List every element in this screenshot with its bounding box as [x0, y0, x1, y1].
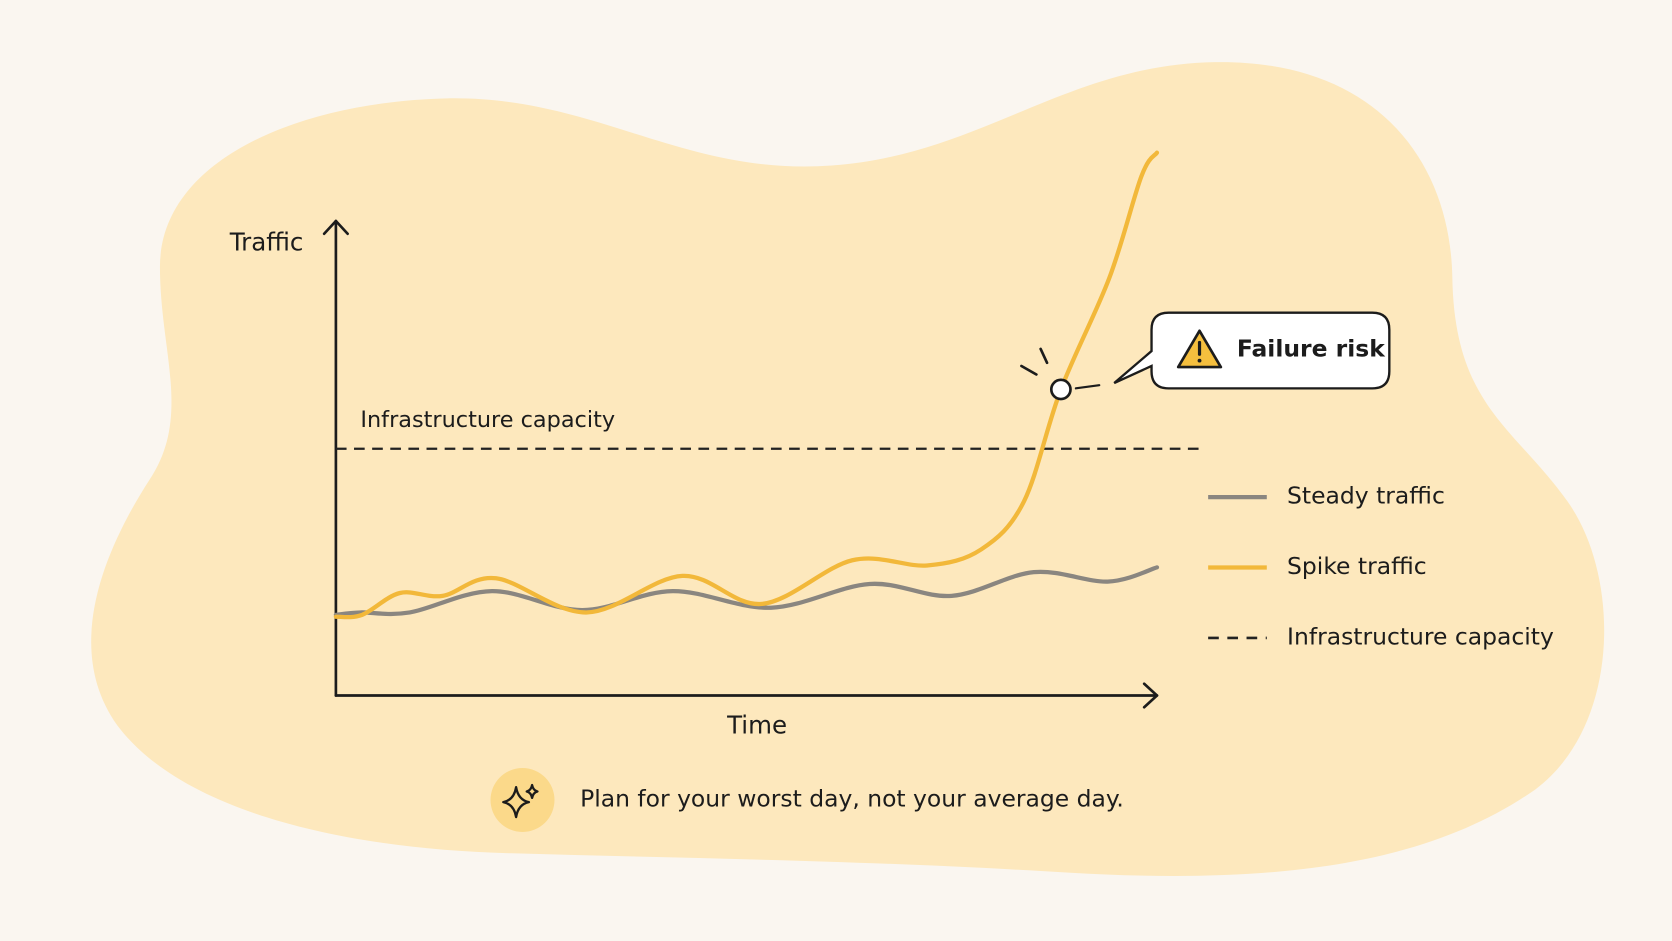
alert-tick — [1020, 364, 1038, 376]
plot — [333, 150, 1205, 620]
x-axis-arrow — [1142, 682, 1159, 709]
series-line — [333, 150, 1160, 620]
legend: Steady traffic Spike traffic Infrastructur… — [1208, 482, 1554, 650]
y-axis-label: Traffic — [229, 227, 304, 256]
legend-label: Infrastructure capacity — [1287, 622, 1554, 650]
failure-point — [1049, 378, 1072, 401]
legend-label: Steady traffic — [1287, 482, 1445, 510]
callout-box — [1113, 311, 1391, 390]
blob-background — [91, 62, 1605, 876]
footer: Plan for your worst day, not your averag… — [490, 768, 1124, 832]
footer-text: Plan for your worst day, not your averag… — [580, 784, 1124, 812]
legend-label: Spike traffic — [1287, 552, 1427, 580]
y-axis-arrow — [322, 219, 349, 236]
warning-dot — [1197, 358, 1202, 363]
callout: Failure risk — [1020, 311, 1391, 401]
callout-connector — [1074, 384, 1101, 390]
annotation-text: Failure risk — [1237, 334, 1386, 362]
x-axis-label: Time — [726, 710, 787, 739]
sparkle-icon — [502, 783, 539, 819]
alert-tick — [1039, 347, 1049, 365]
series-line — [333, 565, 1160, 617]
capacity-label: Infrastructure capacity — [360, 407, 615, 433]
